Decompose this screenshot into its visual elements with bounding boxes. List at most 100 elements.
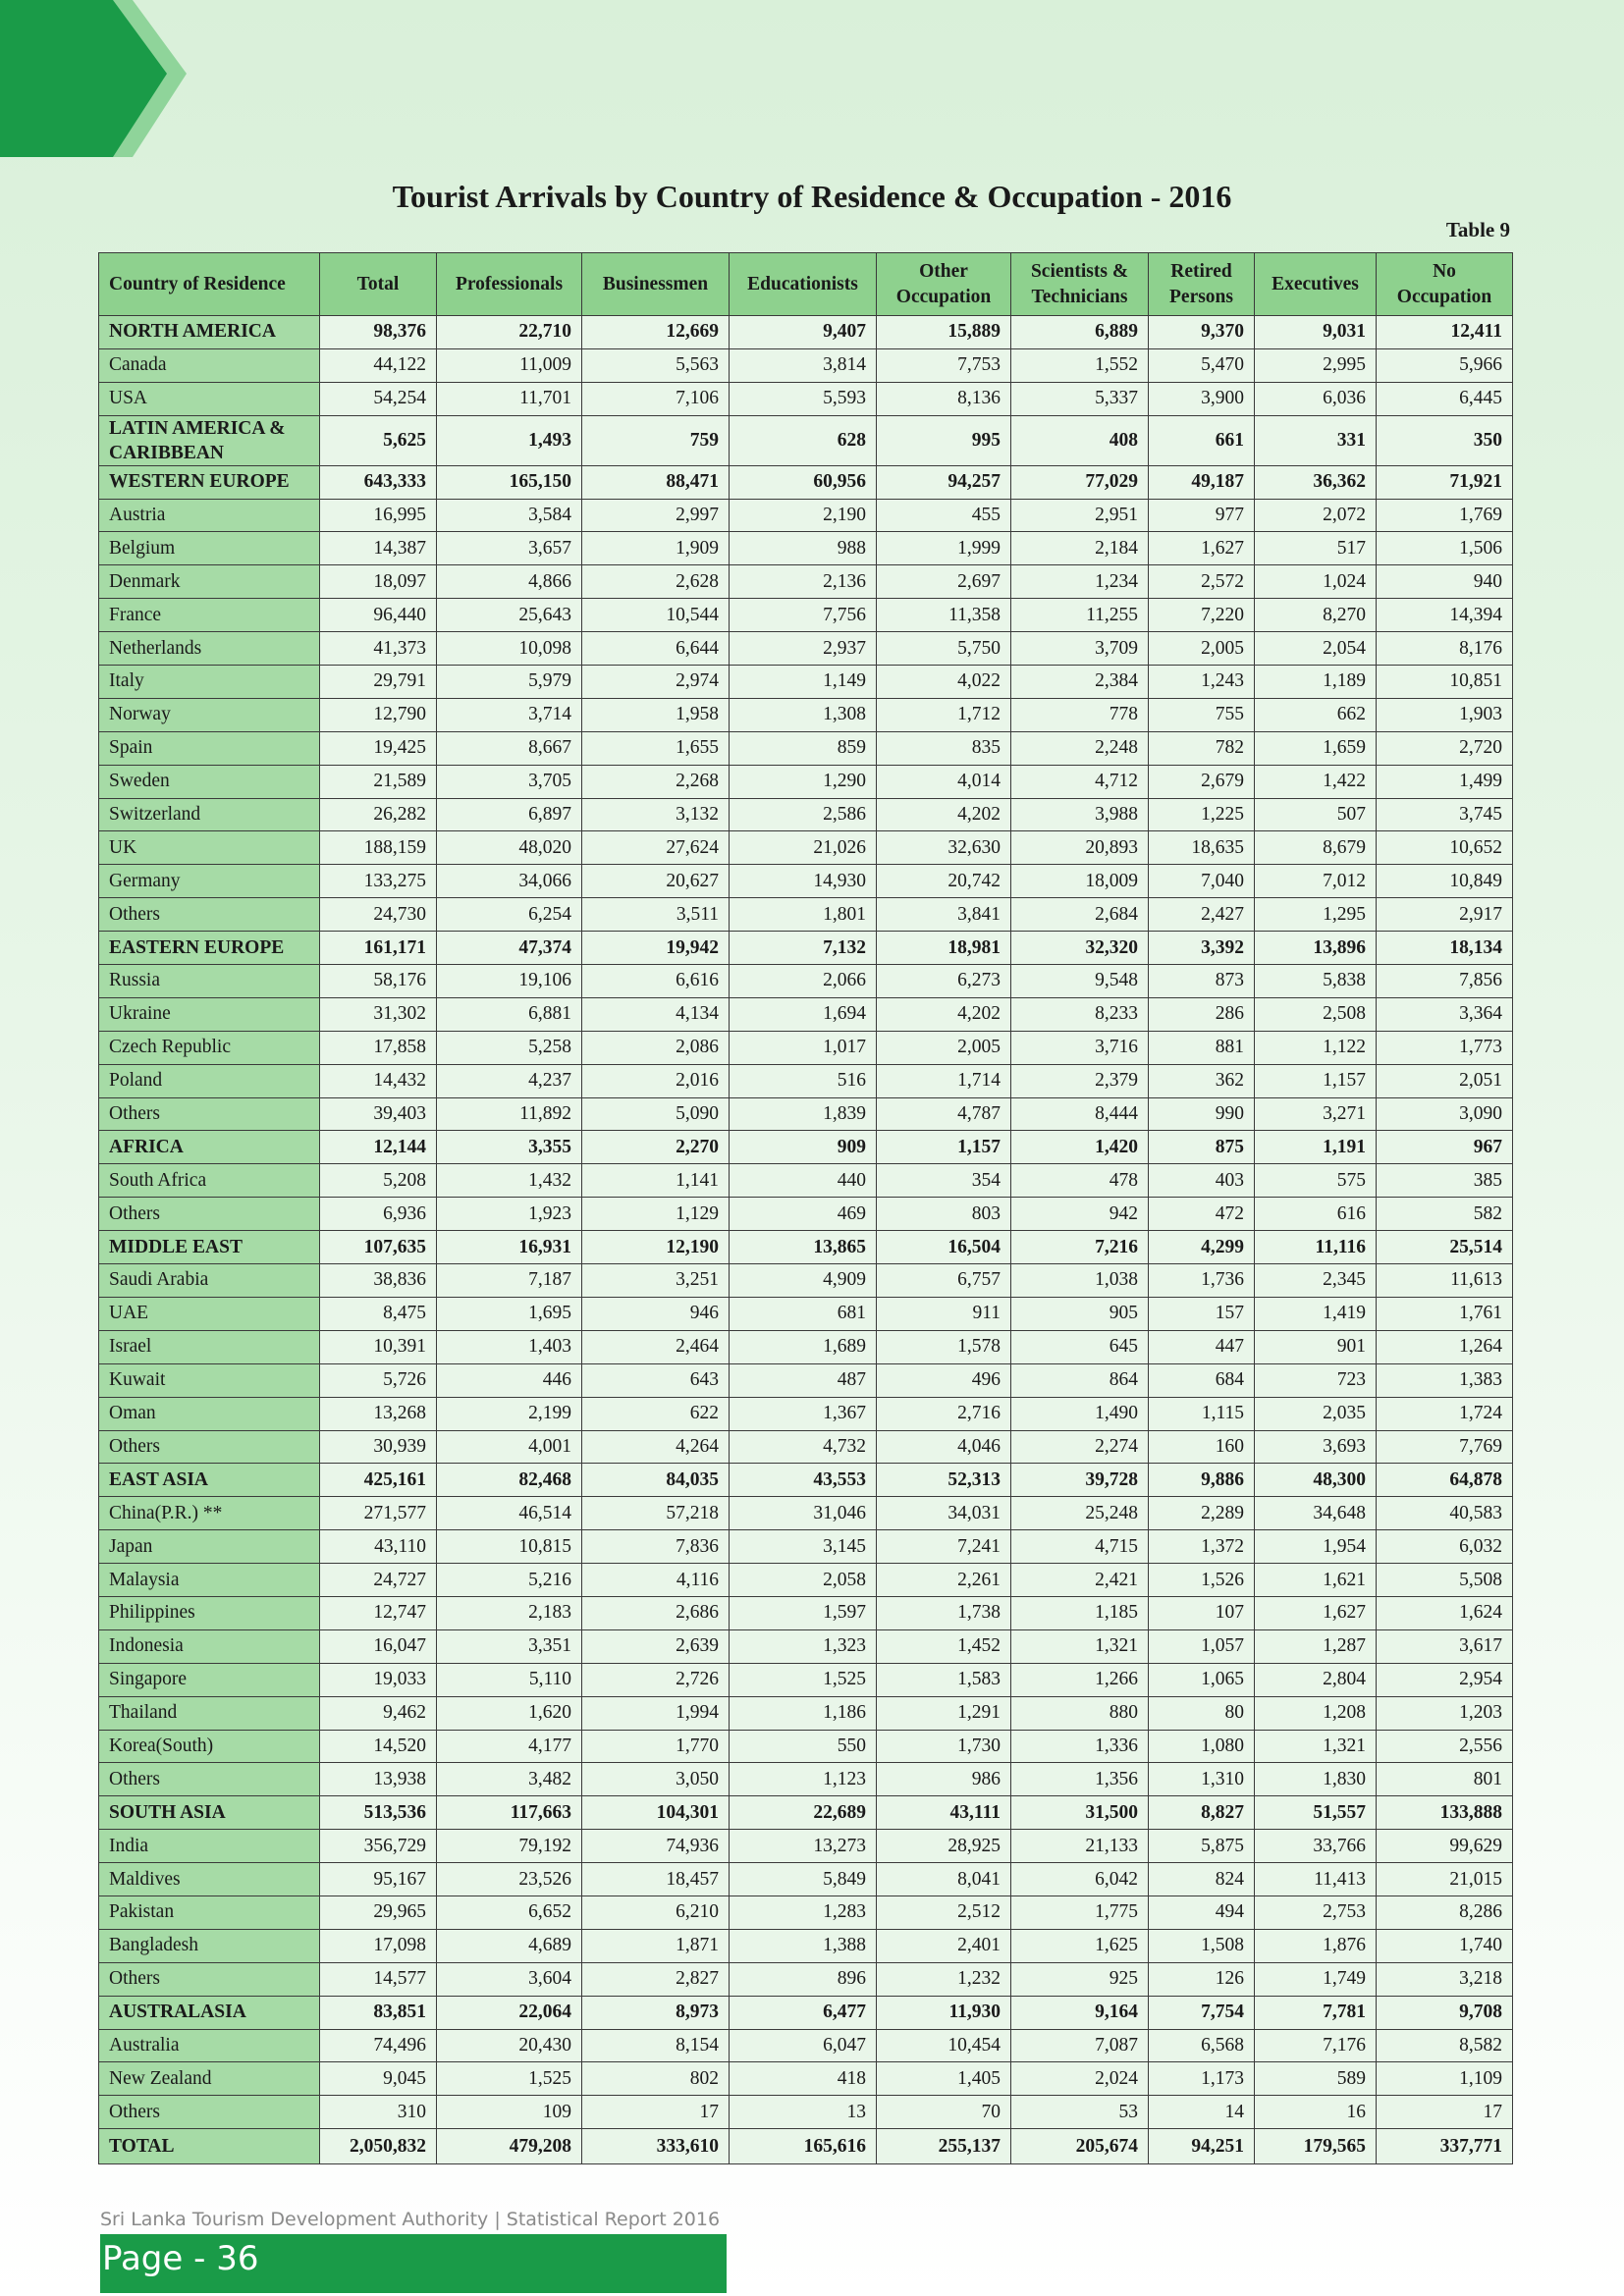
table-cell: 7,106 bbox=[581, 381, 730, 416]
table-cell: 1,625 bbox=[1010, 1928, 1149, 1963]
table-cell: 5,470 bbox=[1148, 347, 1255, 383]
table-cell: 1,712 bbox=[876, 697, 1011, 732]
country-row: Others 39,403 11,892 5,090 1,839 4,787 8,444 99… bbox=[98, 1096, 1513, 1132]
table-cell: 896 bbox=[729, 1961, 877, 1997]
table-cell: 34,031 bbox=[876, 1496, 1011, 1531]
table-cell: 255,137 bbox=[876, 2128, 1011, 2165]
table-cell: 15,889 bbox=[876, 315, 1011, 349]
table-cell: 2,628 bbox=[581, 564, 730, 600]
table-cell: 967 bbox=[1376, 1130, 1513, 1165]
table-cell: 49,187 bbox=[1148, 464, 1255, 500]
table-cell: 6,568 bbox=[1148, 2028, 1255, 2063]
table-cell: 9,708 bbox=[1376, 1995, 1513, 2030]
table-cell: 1,157 bbox=[1254, 1063, 1377, 1098]
country-row: Kuwait 5,726 446 643 487 496 864 684 723 1,383 bbox=[98, 1362, 1513, 1398]
table-cell: 385 bbox=[1376, 1163, 1513, 1199]
table-cell: 909 bbox=[729, 1130, 877, 1165]
table-cell: 1,903 bbox=[1376, 697, 1513, 732]
column-header: Educationists bbox=[729, 252, 877, 316]
table-cell: 25,248 bbox=[1010, 1496, 1149, 1531]
table-cell: 802 bbox=[581, 2061, 730, 2097]
table-cell: 2,427 bbox=[1148, 897, 1255, 933]
table-cell: 684 bbox=[1148, 1362, 1255, 1398]
table-cell: 6,616 bbox=[581, 964, 730, 998]
table-cell: 1,129 bbox=[581, 1197, 730, 1232]
table-cell: 681 bbox=[729, 1296, 877, 1331]
row-label: Bangladesh bbox=[98, 1928, 320, 1963]
table-cell: 1,508 bbox=[1148, 1928, 1255, 1963]
table-cell: 1,189 bbox=[1254, 665, 1377, 699]
table-cell: 2,954 bbox=[1376, 1662, 1513, 1697]
row-label: France bbox=[98, 598, 320, 633]
table-cell: 10,652 bbox=[1376, 830, 1513, 866]
table-cell: 77,029 bbox=[1010, 464, 1149, 500]
table-cell: 41,373 bbox=[319, 631, 437, 667]
table-cell: 21,133 bbox=[1010, 1829, 1149, 1864]
table-cell: 10,098 bbox=[436, 631, 582, 667]
table-cell: 18,981 bbox=[876, 931, 1011, 966]
table-cell: 94,257 bbox=[876, 464, 1011, 500]
table-cell: 1,801 bbox=[729, 897, 877, 933]
table-cell: 1,830 bbox=[1254, 1762, 1377, 1797]
table-cell: 582 bbox=[1376, 1197, 1513, 1232]
table-cell: 3,657 bbox=[436, 531, 582, 566]
table-cell: 331 bbox=[1254, 414, 1377, 466]
country-row: Thailand 9,462 1,620 1,994 1,186 1,291 880 80 1,… bbox=[98, 1695, 1513, 1731]
table-cell: 205,674 bbox=[1010, 2128, 1149, 2165]
table-cell: 14 bbox=[1148, 2095, 1255, 2130]
table-cell: 2,951 bbox=[1010, 498, 1149, 533]
table-cell: 3,251 bbox=[581, 1263, 730, 1298]
table-cell: 873 bbox=[1148, 964, 1255, 998]
table-cell: 3,745 bbox=[1376, 797, 1513, 832]
table-cell: 616 bbox=[1254, 1197, 1377, 1232]
table-cell: 3,132 bbox=[581, 797, 730, 832]
table-cell: 2,270 bbox=[581, 1130, 730, 1165]
table-cell: 2,384 bbox=[1010, 665, 1149, 699]
table-cell: 1,403 bbox=[436, 1329, 582, 1364]
country-row: Others 6,936 1,923 1,129 469 803 942 472 616 582 bbox=[98, 1197, 1513, 1232]
table-cell: 1,761 bbox=[1376, 1296, 1513, 1331]
row-label: Maldives bbox=[98, 1862, 320, 1896]
row-label: Pakistan bbox=[98, 1895, 320, 1930]
table-cell: 25,514 bbox=[1376, 1230, 1513, 1265]
table-cell: 2,512 bbox=[876, 1895, 1011, 1930]
row-label: Spain bbox=[98, 730, 320, 766]
table-cell: 12,790 bbox=[319, 697, 437, 732]
table-body: NORTH AMERICA 98,376 22,710 12,669 9,407 15,8… bbox=[98, 315, 1513, 2165]
table-cell: 1,999 bbox=[876, 531, 1011, 566]
table-cell: 1,621 bbox=[1254, 1563, 1377, 1597]
table-cell: 911 bbox=[876, 1296, 1011, 1331]
table-cell: 478 bbox=[1010, 1163, 1149, 1199]
table-cell: 3,364 bbox=[1376, 996, 1513, 1032]
row-label: Australia bbox=[98, 2028, 320, 2063]
country-row: Philippines 12,747 2,183 2,686 1,597 1,738 1,1… bbox=[98, 1595, 1513, 1630]
table-cell: 1,769 bbox=[1376, 498, 1513, 533]
table-cell: 13,938 bbox=[319, 1762, 437, 1797]
table-cell: 48,020 bbox=[436, 830, 582, 866]
table-number: Table 9 bbox=[1445, 218, 1510, 241]
table-cell: 20,742 bbox=[876, 864, 1011, 899]
country-row: Indonesia 16,047 3,351 2,639 1,323 1,452 1,321… bbox=[98, 1629, 1513, 1664]
table-cell: 507 bbox=[1254, 797, 1377, 832]
table-cell: 1,123 bbox=[729, 1762, 877, 1797]
row-label: EASTERN EUROPE bbox=[98, 931, 320, 966]
table-cell: 30,939 bbox=[319, 1429, 437, 1465]
table-cell: 2,190 bbox=[729, 498, 877, 533]
table-cell: 1,749 bbox=[1254, 1961, 1377, 1997]
table-cell: 51,557 bbox=[1254, 1795, 1377, 1831]
table-cell: 940 bbox=[1376, 564, 1513, 600]
table-cell: 517 bbox=[1254, 531, 1377, 566]
table-cell: 9,164 bbox=[1010, 1995, 1149, 2030]
table-cell: 11,613 bbox=[1376, 1263, 1513, 1298]
table-cell: 10,851 bbox=[1376, 665, 1513, 699]
table-cell: 1,578 bbox=[876, 1329, 1011, 1364]
table-cell: 11,116 bbox=[1254, 1230, 1377, 1265]
country-row: Russia 58,176 19,106 6,616 2,066 6,273 9,548 87… bbox=[98, 964, 1513, 998]
table-cell: 82,468 bbox=[436, 1463, 582, 1498]
table-cell: 1,493 bbox=[436, 414, 582, 466]
table-cell: 1,310 bbox=[1148, 1762, 1255, 1797]
table-cell: 7,753 bbox=[876, 347, 1011, 383]
table-cell: 1,308 bbox=[729, 697, 877, 732]
table-cell: 1,356 bbox=[1010, 1762, 1149, 1797]
table-cell: 71,921 bbox=[1376, 464, 1513, 500]
